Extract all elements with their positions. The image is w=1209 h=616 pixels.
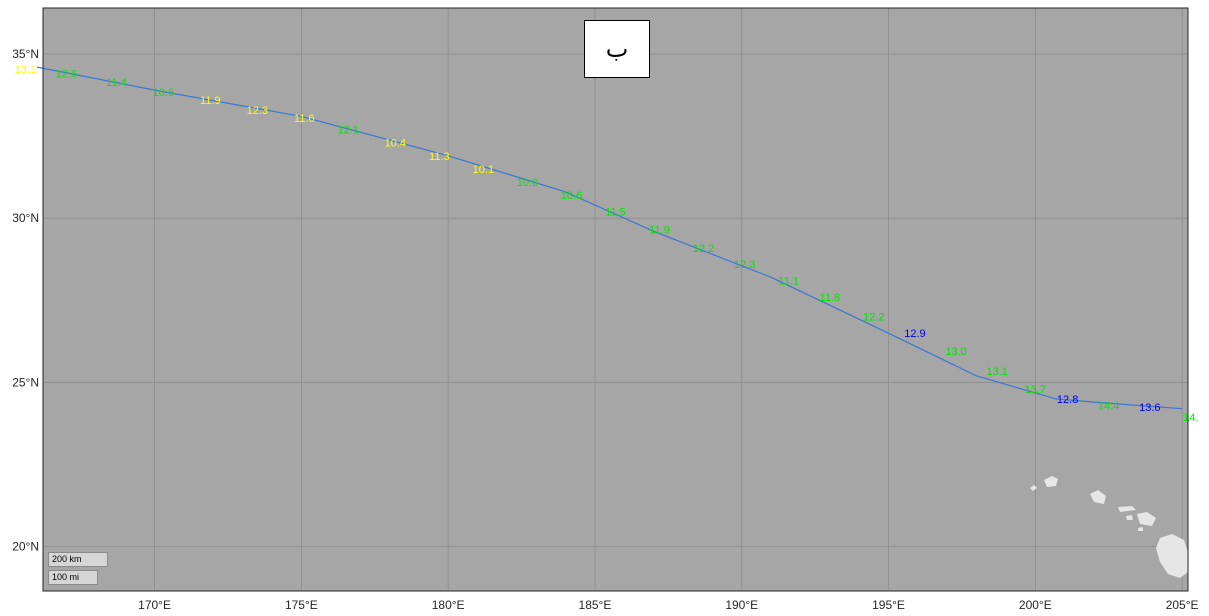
lon-tick-label: 205°E [1166, 598, 1199, 612]
island-kahoolawe [1138, 527, 1143, 531]
ocean-area [43, 8, 1188, 591]
wave-height-label: 11.6 [294, 113, 315, 125]
scale-bar-mi: 100 mi [48, 570, 98, 585]
wave-height-label: 11.1 [778, 276, 799, 288]
island-molokai [1118, 506, 1136, 512]
wave-height-label: 12.3 [734, 259, 755, 271]
lon-tick-label: 195°E [872, 598, 905, 612]
wave-height-label: 13.0 [945, 346, 966, 358]
island-kauai [1044, 476, 1058, 487]
lon-tick-label: 200°E [1019, 598, 1052, 612]
wave-height-label: 12.6 [56, 69, 77, 81]
wave-height-label: 11.4 [106, 77, 127, 89]
storm-track-line [36, 66, 1183, 410]
wave-height-labels: 13.1 12.6 11.4 10.6 11.9 12.3 11.6 12.1 10.4 11.3… [15, 64, 1199, 424]
wave-height-label: 12.2 [863, 312, 884, 324]
wave-height-label: 10.0 [517, 177, 538, 189]
wave-height-label: 12.8 [1057, 394, 1078, 406]
wave-height-label: 14. [1183, 412, 1198, 424]
lon-tick-label: 180°E [432, 598, 465, 612]
wave-height-label: 11.8 [820, 292, 841, 304]
wave-height-label: 11.5 [605, 207, 626, 219]
wave-height-label: 11.9 [200, 95, 221, 107]
island-niihau [1030, 485, 1037, 491]
scale-bar-km: 200 km [48, 552, 108, 567]
wave-height-label: 13.1 [986, 366, 1007, 378]
lat-tick-label: 25°N [12, 375, 39, 389]
wave-height-label: 10.1 [473, 164, 494, 176]
wave-height-label: 12.3 [247, 105, 268, 117]
lat-tick-label: 20°N [12, 540, 39, 554]
wave-height-label: 14.4 [1098, 400, 1119, 412]
island-oahu [1090, 490, 1106, 504]
island-hawaii [1156, 534, 1188, 578]
island-lanai [1126, 515, 1133, 520]
lon-tick-label: 175°E [285, 598, 318, 612]
hawaiian-islands [1030, 476, 1188, 578]
wave-height-label: 13.6 [1139, 402, 1160, 414]
wave-height-label: 11.9 [649, 225, 670, 237]
lat-tick-label: 35°N [12, 47, 39, 61]
wave-height-label: 10.6 [153, 87, 174, 99]
lon-tick-label: 170°E [138, 598, 171, 612]
map-frame [42, 7, 1189, 592]
wave-height-label: 12.1 [338, 125, 359, 137]
wave-height-label: 11.3 [429, 151, 450, 163]
island-maui [1137, 512, 1156, 526]
wave-height-label: 12.2 [693, 243, 714, 255]
wave-height-label: 12.9 [904, 328, 925, 340]
axis-ticks: 170°E 175°E 180°E 185°E 190°E 195°E 200°E 205°E… [12, 47, 1198, 612]
wave-height-label: 13.1 [15, 64, 36, 76]
wave-height-label: 10.4 [385, 138, 406, 150]
lon-tick-label: 185°E [579, 598, 612, 612]
lat-tick-label: 30°N [12, 211, 39, 225]
lon-tick-label: 190°E [725, 598, 758, 612]
wave-height-label: 10.6 [561, 190, 582, 202]
panel-label: ب [584, 20, 650, 78]
wave-height-label: 13.7 [1025, 384, 1046, 396]
